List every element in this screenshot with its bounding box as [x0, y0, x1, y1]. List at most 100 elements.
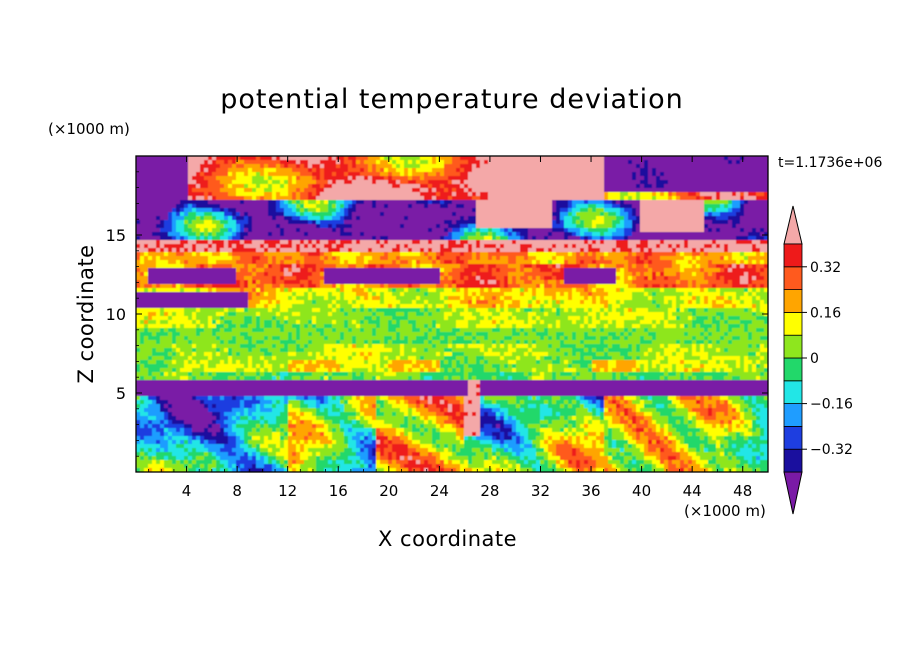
field-cell — [488, 412, 497, 417]
field-cell — [420, 248, 425, 253]
field-cell — [608, 456, 613, 461]
field-cell — [136, 412, 141, 417]
field-cell — [208, 192, 213, 197]
field-cell — [312, 296, 325, 301]
field-cell — [744, 396, 749, 401]
field-cell — [348, 436, 353, 441]
field-cell — [264, 324, 273, 329]
field-cell — [708, 260, 713, 265]
field-cell — [576, 452, 585, 457]
field-cell — [492, 228, 501, 233]
field-cell — [268, 212, 285, 217]
field-cell — [244, 320, 253, 325]
field-cell — [640, 168, 649, 173]
field-cell — [668, 344, 681, 349]
field-cell — [572, 460, 577, 465]
field-cell — [640, 376, 645, 381]
field-cell — [288, 220, 309, 225]
field-cell — [536, 356, 541, 361]
field-cell — [468, 360, 477, 365]
field-cell — [552, 452, 557, 457]
field-cell — [280, 156, 329, 161]
field-cell — [332, 252, 361, 257]
field-cell — [332, 356, 337, 361]
field-cell — [512, 428, 517, 433]
field-cell — [660, 456, 669, 461]
field-cell — [440, 256, 457, 261]
field-cell — [580, 324, 585, 329]
field-cell — [392, 448, 409, 453]
field-cell — [324, 280, 441, 285]
field-cell — [256, 404, 261, 409]
field-cell — [376, 316, 381, 321]
field-cell — [732, 408, 737, 413]
field-cell — [688, 412, 697, 417]
field-cell — [440, 244, 445, 249]
field-cell — [148, 452, 157, 457]
field-cell — [440, 364, 453, 369]
field-cell — [548, 336, 553, 341]
field-cell — [572, 232, 577, 237]
field-cell — [732, 200, 741, 205]
field-cell — [728, 420, 733, 425]
field-cell — [492, 400, 497, 405]
field-cell — [136, 184, 189, 189]
field-cell — [756, 408, 761, 413]
field-cell — [448, 240, 457, 245]
field-cell — [676, 248, 693, 253]
field-cell — [492, 296, 497, 301]
field-cell — [268, 308, 273, 313]
field-cell — [760, 364, 765, 369]
field-cell — [316, 316, 365, 321]
field-cell — [300, 248, 317, 253]
field-cell — [312, 176, 317, 181]
field-cell — [592, 400, 597, 405]
field-cell — [688, 240, 713, 245]
field-cell — [536, 260, 541, 265]
field-cell — [628, 268, 649, 273]
field-cell — [220, 180, 233, 185]
field-cell — [464, 352, 485, 357]
field-cell — [196, 308, 201, 313]
field-cell — [728, 296, 733, 301]
field-cell — [704, 364, 729, 369]
field-cell — [700, 256, 721, 261]
field-cell — [260, 244, 265, 249]
field-cell — [216, 324, 225, 329]
field-cell — [156, 312, 161, 317]
field-cell — [188, 448, 193, 453]
field-cell — [448, 456, 469, 461]
field-cell — [332, 312, 345, 317]
field-cell — [644, 400, 653, 405]
field-cell — [664, 372, 669, 377]
field-cell — [544, 276, 553, 281]
field-cell — [192, 372, 201, 377]
field-cell — [724, 368, 733, 373]
field-cell — [276, 428, 281, 433]
field-cell — [140, 348, 153, 353]
field-cell — [596, 260, 613, 265]
field-cell — [604, 440, 609, 445]
field-cell — [384, 372, 397, 377]
field-cell — [616, 244, 629, 249]
field-cell — [760, 436, 768, 441]
field-cell — [584, 396, 597, 401]
field-cell — [552, 224, 565, 229]
field-cell — [620, 372, 625, 377]
field-cell — [300, 212, 305, 217]
field-cell — [552, 412, 557, 417]
field-cell — [312, 320, 317, 325]
field-cell — [560, 372, 573, 377]
field-cell — [456, 360, 461, 365]
field-cell — [612, 396, 617, 401]
field-cell — [716, 228, 721, 233]
field-cell — [344, 336, 353, 341]
field-cell — [740, 420, 745, 425]
field-cell — [356, 416, 361, 421]
field-cell — [144, 452, 149, 457]
field-cell — [436, 416, 449, 421]
field-cell — [252, 228, 281, 233]
field-cell — [592, 316, 597, 321]
field-cell — [420, 264, 433, 269]
field-cell — [536, 292, 545, 297]
